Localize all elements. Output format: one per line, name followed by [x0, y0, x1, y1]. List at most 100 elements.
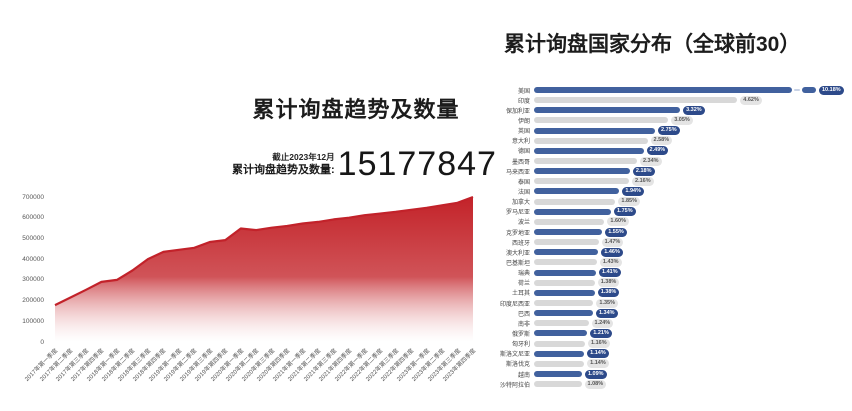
bar-row: 英国 2.75%	[488, 126, 850, 136]
value-badge: 1.09%	[584, 369, 607, 379]
bar-row: 美国 10.18%	[488, 85, 850, 95]
country-label: 土耳其	[511, 291, 530, 298]
country-chart-title: 累计询盘国家分布（全球前30）	[504, 33, 801, 56]
value-badge: 1.14%	[587, 349, 609, 359]
bar-row: 保加利亚 3.32%	[488, 105, 850, 115]
x-tick-label: 2022年第四季度	[380, 348, 416, 383]
bar-row: 意大利 2.58%	[488, 136, 850, 146]
country-label: 俄罗斯	[511, 331, 530, 338]
x-tick-label: 2019年第四季度	[194, 348, 230, 383]
y-tick-label: 200000	[22, 297, 44, 305]
bar-track: 1.60%	[534, 217, 850, 227]
bar	[534, 127, 655, 134]
area-chart: 0 100000 200000 300000 400000 500000 600000 700…	[22, 194, 478, 383]
bar-row: 印度 4.62%	[488, 95, 850, 105]
value-badge: 1.38%	[597, 278, 620, 288]
x-tick-label: 2017年第一季度	[24, 348, 60, 383]
country-label: 巴基斯坦	[505, 260, 530, 267]
bar-track: 1.24%	[534, 318, 850, 328]
country-label: 加拿大	[511, 200, 530, 207]
bar	[534, 279, 595, 286]
country-label: 英国	[517, 129, 530, 136]
x-tick-label: 2020年第二季度	[225, 348, 261, 383]
bar-row: 沙特阿拉伯 1.08%	[488, 379, 850, 389]
bar-track: 1.34%	[534, 308, 850, 318]
bar-row: 伊朗 3.05%	[488, 115, 850, 125]
bar-row: 荷兰 1.38%	[488, 278, 850, 288]
x-tick-label: 2023年第三季度	[426, 348, 462, 383]
bar-row: 瑞典 1.41%	[488, 268, 850, 278]
value-badge: 1.08%	[584, 379, 607, 389]
bar-track: 1.94%	[534, 186, 850, 196]
value-badge: 1.14%	[587, 359, 609, 369]
country-label: 沙特阿拉伯	[499, 382, 530, 389]
bar-row: 墨西哥 2.34%	[488, 156, 850, 166]
bar	[534, 330, 588, 337]
bar	[534, 360, 585, 367]
bar-track: 3.32%	[534, 105, 850, 115]
y-tick-label: 500000	[22, 234, 44, 242]
x-tick-label: 2022年第二季度	[349, 348, 385, 383]
x-tick-label: 2019年第三季度	[179, 348, 215, 383]
bar-track: 1.09%	[534, 369, 850, 379]
bar	[534, 229, 603, 236]
value-badge: 1.55%	[605, 227, 627, 237]
y-tick-label: 0	[40, 338, 44, 346]
value-badge: 1.24%	[591, 318, 614, 328]
bar-track: 1.35%	[534, 298, 850, 308]
bar-row: 法国 1.94%	[488, 186, 850, 196]
value-badge: 1.16%	[588, 339, 610, 349]
country-label: 荷兰	[517, 281, 530, 288]
value-badge: 3.05%	[671, 115, 693, 125]
bar-track: 1.08%	[534, 379, 850, 389]
x-tick-label: 2018年第四季度	[132, 348, 168, 383]
bar-row: 巴基斯坦 1.43%	[488, 257, 850, 267]
value-badge: 2.49%	[646, 146, 669, 156]
x-tick-label: 2023年第二季度	[411, 348, 447, 383]
bar-track: 2.18%	[534, 166, 850, 176]
bar-track: 1.55%	[534, 227, 850, 237]
bar-track: 2.16%	[534, 176, 850, 186]
value-badge: 1.85%	[618, 197, 640, 207]
bar-track: 1.14%	[534, 359, 850, 369]
country-label: 印度	[517, 98, 530, 105]
x-tick-label: 2021年第三季度	[302, 348, 338, 383]
bar	[534, 198, 616, 205]
total-value: 15177847	[337, 145, 497, 183]
bar	[534, 168, 630, 175]
bar	[534, 320, 589, 327]
bar-row: 越南 1.09%	[488, 369, 850, 379]
bar-track: 1.43%	[534, 257, 850, 267]
value-badge: 2.18%	[632, 166, 655, 176]
bar	[534, 289, 595, 296]
value-badge: 1.75%	[614, 207, 636, 217]
bar-row: 加拿大 1.85%	[488, 197, 850, 207]
country-label: 巴西	[517, 311, 530, 318]
bar-row: 泰国 2.16%	[488, 176, 850, 186]
value-badge: 1.38%	[597, 288, 620, 298]
annotation-lines: 截止2023年12月 累计询盘趋势及数量:	[232, 151, 335, 182]
bar	[534, 249, 599, 256]
value-badge: 2.34%	[639, 156, 662, 166]
bar-track: 1.14%	[534, 349, 850, 359]
bar	[534, 158, 637, 165]
axis-break-icon	[794, 89, 800, 92]
value-badge: 1.46%	[601, 247, 623, 257]
x-tick-label: 2022年第一季度	[333, 348, 369, 383]
bar-track: 2.34%	[534, 156, 850, 166]
x-tick-label: 2023年第四季度	[442, 348, 478, 383]
area-chart-canvas	[54, 195, 474, 342]
bar-row: 印度尼西亚 1.35%	[488, 298, 850, 308]
bar-row: 土耳其 1.38%	[488, 288, 850, 298]
bar	[534, 117, 669, 124]
country-label: 印度尼西亚	[499, 301, 530, 308]
bar-row: 澳大利亚 1.46%	[488, 247, 850, 257]
country-label: 澳大利亚	[505, 250, 530, 257]
bar-track: 1.85%	[534, 197, 850, 207]
country-label: 马来西亚	[505, 169, 530, 176]
x-tick-label: 2021年第二季度	[287, 348, 323, 383]
country-label: 斯洛文尼亚	[499, 352, 530, 359]
bar	[534, 340, 586, 347]
bar-track: 2.75%	[534, 126, 850, 136]
bar-track: 1.46%	[534, 247, 850, 257]
